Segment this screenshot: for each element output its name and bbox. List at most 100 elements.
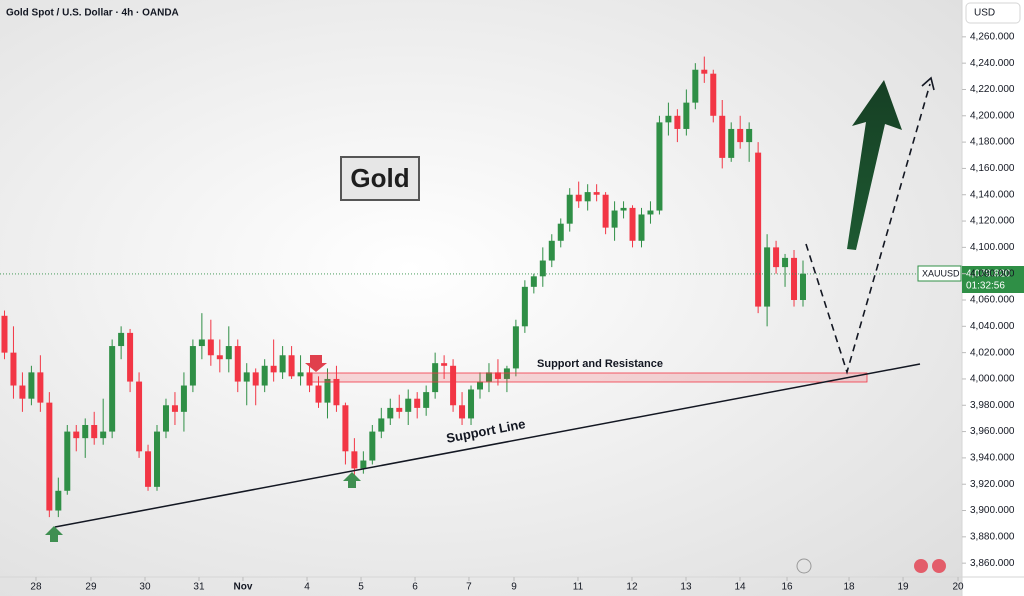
currency[interactable]: USD: [974, 8, 995, 19]
chart-title: Gold Spot / U.S. Dollar · 4h · OANDA: [6, 8, 179, 19]
x-tick-label: 5: [358, 582, 364, 593]
x-tick-label: 12: [626, 582, 638, 593]
candle-body: [288, 355, 295, 377]
y-tick-label: 4,000.000: [970, 374, 1015, 385]
x-tick-label: 11: [573, 582, 584, 593]
candle-body: [154, 431, 161, 487]
x-tick-label: 19: [897, 582, 909, 593]
candle-body: [109, 346, 116, 432]
candle-body: [82, 425, 89, 439]
candle-body: [324, 378, 331, 403]
candle-body: [1, 315, 8, 353]
candle-body: [665, 115, 672, 123]
candle-body: [261, 365, 268, 386]
x-tick-label: 6: [412, 582, 418, 593]
candle-body: [10, 352, 17, 386]
x-tick-label: 4: [304, 582, 310, 593]
candle-body: [64, 431, 71, 491]
candle-body: [73, 431, 80, 439]
y-tick-label: 4,120.000: [970, 216, 1015, 227]
candle-body: [575, 194, 582, 202]
candle-body: [270, 365, 277, 373]
candle-body: [566, 194, 573, 224]
candle-body: [423, 392, 430, 408]
x-tick-label: 20: [952, 582, 964, 593]
candle-body: [342, 405, 349, 452]
candle-body: [799, 273, 806, 300]
icon[interactable]: [796, 558, 812, 574]
y-tick-label: 4,220.000: [970, 84, 1015, 95]
candle-body: [773, 247, 780, 268]
x-tick-label: 18: [843, 582, 855, 593]
icon[interactable]: [932, 559, 946, 573]
candle-body: [692, 69, 699, 103]
support-line: [54, 363, 921, 528]
candle-body: [55, 490, 62, 511]
y-tick-label: 3,920.000: [970, 479, 1015, 490]
candle-body: [136, 381, 143, 452]
y-tick-label: 4,260.000: [970, 31, 1015, 42]
projection-arrowhead: [921, 76, 935, 91]
candle-body: [441, 363, 448, 366]
candle-body: [351, 451, 358, 469]
icon[interactable]: [914, 559, 928, 573]
candle-body: [46, 402, 53, 511]
y-tick-label: 4,140.000: [970, 189, 1015, 200]
candle-body: [638, 214, 645, 241]
candle-body: [494, 372, 501, 379]
candle-body: [728, 128, 735, 158]
y-tick-label: 3,880.000: [970, 531, 1015, 542]
y-tick-label: 3,960.000: [970, 426, 1015, 437]
candle-body: [584, 192, 591, 202]
candle-body: [746, 128, 753, 143]
candle-body: [791, 257, 798, 300]
candle-body: [512, 326, 519, 369]
candle-body: [710, 73, 717, 116]
y-tick-label: 4,180.000: [970, 137, 1015, 148]
candle-body: [656, 122, 663, 211]
plot: [0, 56, 962, 518]
candle-body: [477, 381, 483, 390]
candle-body: [333, 378, 340, 406]
candle-body: [207, 339, 214, 356]
candle-body: [674, 115, 681, 129]
big-up-arrow: [847, 80, 902, 250]
candle-body: [647, 210, 654, 215]
candle-body: [145, 451, 152, 487]
candle-body: [189, 346, 196, 386]
y-tick-label: 4,060.000: [970, 295, 1015, 306]
candle-body: [198, 339, 205, 347]
candle-body: [432, 363, 439, 393]
candle-body: [180, 385, 187, 412]
candle-body: [396, 407, 403, 412]
candle-body: [414, 398, 421, 408]
x-tick-label: 14: [734, 582, 746, 593]
down-arrow: [305, 355, 327, 372]
currency-button[interactable]: [965, 2, 1021, 24]
x-tick-label: 29: [85, 582, 97, 593]
y-tick-label: 3,900.000: [970, 505, 1015, 516]
candle-body: [162, 405, 169, 432]
candle-body: [629, 207, 636, 241]
x-tick-label: 31: [193, 582, 205, 593]
candle-body: [252, 372, 259, 386]
candle-body: [620, 207, 627, 211]
candle-body: [127, 332, 134, 382]
candle-body: [459, 405, 466, 419]
candle-body: [306, 372, 313, 386]
x-tick-label: 16: [781, 582, 793, 593]
support-resistance-zone: [307, 372, 868, 383]
candle-body: [719, 115, 726, 158]
y-tick-label: 3,940.000: [970, 453, 1015, 464]
candle-body: [37, 372, 44, 403]
x-tick-label: 9: [511, 582, 517, 593]
last-price: 4,079.820: [966, 269, 1011, 280]
symbol: XAUUSD: [922, 268, 960, 278]
candle-body: [593, 192, 600, 195]
candle-body: [225, 346, 232, 360]
y-tick-label: 4,100.000: [970, 242, 1015, 253]
candle-body: [216, 355, 223, 360]
candle-body: [755, 152, 762, 307]
